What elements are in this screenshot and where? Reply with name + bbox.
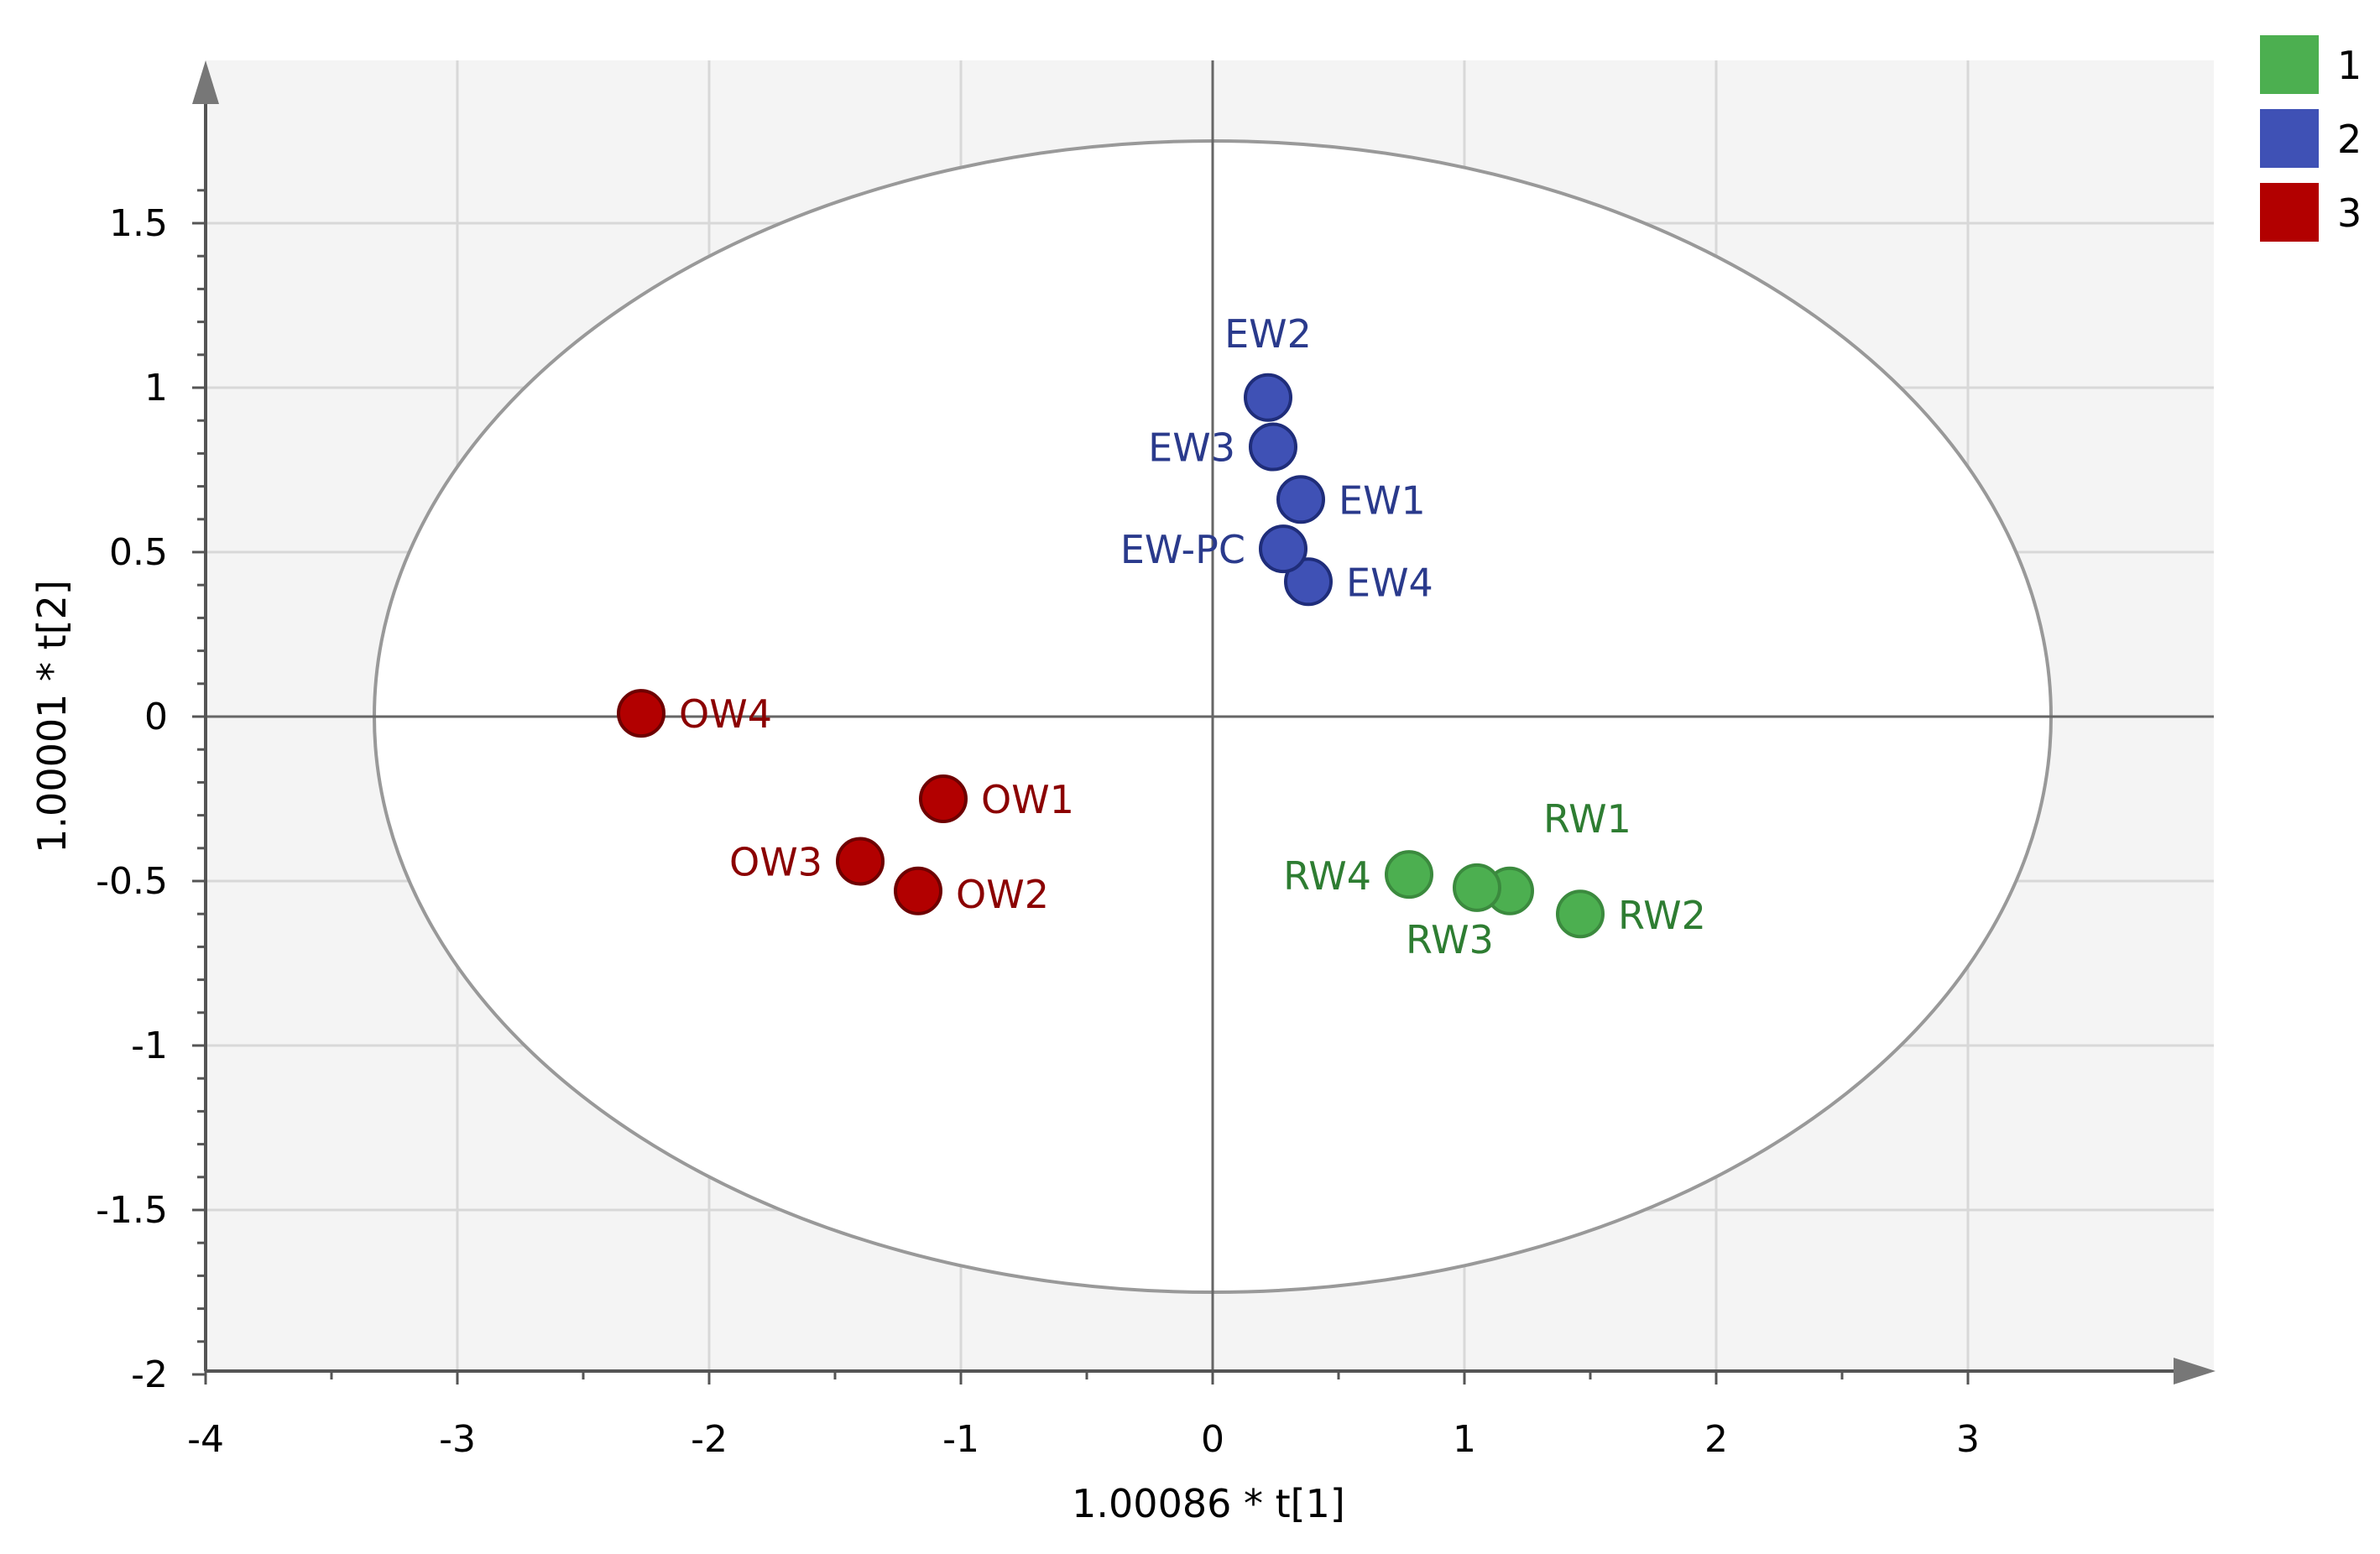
zero-lines	[206, 60, 2214, 1371]
label-ow1: OW1	[981, 777, 1074, 822]
label-rw3: RW3	[1406, 917, 1494, 962]
legend-label-3: 3	[2337, 190, 2362, 236]
x-axis-title: 1.00086 * t[1]	[1072, 1481, 1345, 1526]
point-rw4	[1385, 850, 1433, 900]
label-ow4: OW4	[679, 691, 772, 737]
y-tick-label: 0	[144, 696, 168, 738]
label-ew2: EW2	[1224, 311, 1312, 357]
point-ow2	[894, 866, 942, 915]
point-ow3	[836, 837, 885, 886]
y-tick-label: -0.5	[96, 860, 168, 903]
label-ow3: OW3	[729, 839, 822, 884]
point-labels: RW1 RW2 RW3 RW4 EW1 EW2 EW3 EW4 EW-PC OW1 OW2 OW3 OW…	[679, 311, 1706, 962]
label-ew4: EW4	[1346, 560, 1433, 605]
legend-label-1: 1	[2337, 43, 2362, 88]
point-ew1	[1276, 475, 1325, 524]
x-tick-label: 0	[1201, 1418, 1224, 1461]
point-ow4	[617, 689, 665, 738]
x-tick-label: 3	[1956, 1418, 1980, 1461]
point-rw3	[1453, 863, 1501, 912]
x-axis-arrow	[2174, 1358, 2216, 1385]
x-tick-label: 1	[1453, 1418, 1476, 1461]
point-ew4	[1284, 557, 1333, 607]
y-axis-title: 1.00001 * t[2]	[29, 580, 75, 853]
label-rw2: RW2	[1618, 893, 1706, 938]
legend-swatch-1	[2260, 35, 2319, 94]
x-tick-label: -4	[187, 1418, 224, 1461]
point-ew2	[1244, 373, 1292, 422]
x-tick-label: -2	[691, 1418, 728, 1461]
label-ow2: OW2	[956, 872, 1049, 917]
point-ew-pc	[1259, 524, 1307, 574]
label-ew-pc: EW-PC	[1120, 527, 1245, 572]
legend: 1 2 3	[2260, 35, 2362, 242]
point-ow1	[919, 774, 968, 823]
label-rw4: RW4	[1283, 853, 1371, 899]
x-tick-label: -3	[439, 1418, 476, 1461]
label-rw1: RW1	[1543, 796, 1631, 842]
y-tick-label: -2	[131, 1353, 168, 1396]
legend-swatch-2	[2260, 109, 2319, 168]
y-tick-label: 1	[144, 367, 168, 409]
y-tick-label: -1.5	[96, 1189, 168, 1232]
y-tick-label: 0.5	[109, 531, 168, 574]
point-ew3	[1249, 422, 1297, 472]
legend-label-2: 2	[2337, 117, 2362, 162]
y-tick-label: 1.5	[109, 202, 168, 245]
y-tick-label: -1	[131, 1025, 168, 1067]
x-tick-label: 2	[1704, 1418, 1728, 1461]
x-tick-label: -1	[942, 1418, 979, 1461]
label-ew3: EW3	[1148, 425, 1235, 471]
data-points	[617, 373, 1605, 939]
point-rw2	[1556, 889, 1605, 939]
legend-swatch-3	[2260, 183, 2319, 242]
label-ew1: EW1	[1339, 477, 1426, 523]
y-axis-arrow	[192, 60, 219, 104]
axes: -4 -3 -2 -1 0 1 2 3 -2 -1.5 -1 -0.5 0 0.5 1 1.5	[96, 60, 2216, 1461]
